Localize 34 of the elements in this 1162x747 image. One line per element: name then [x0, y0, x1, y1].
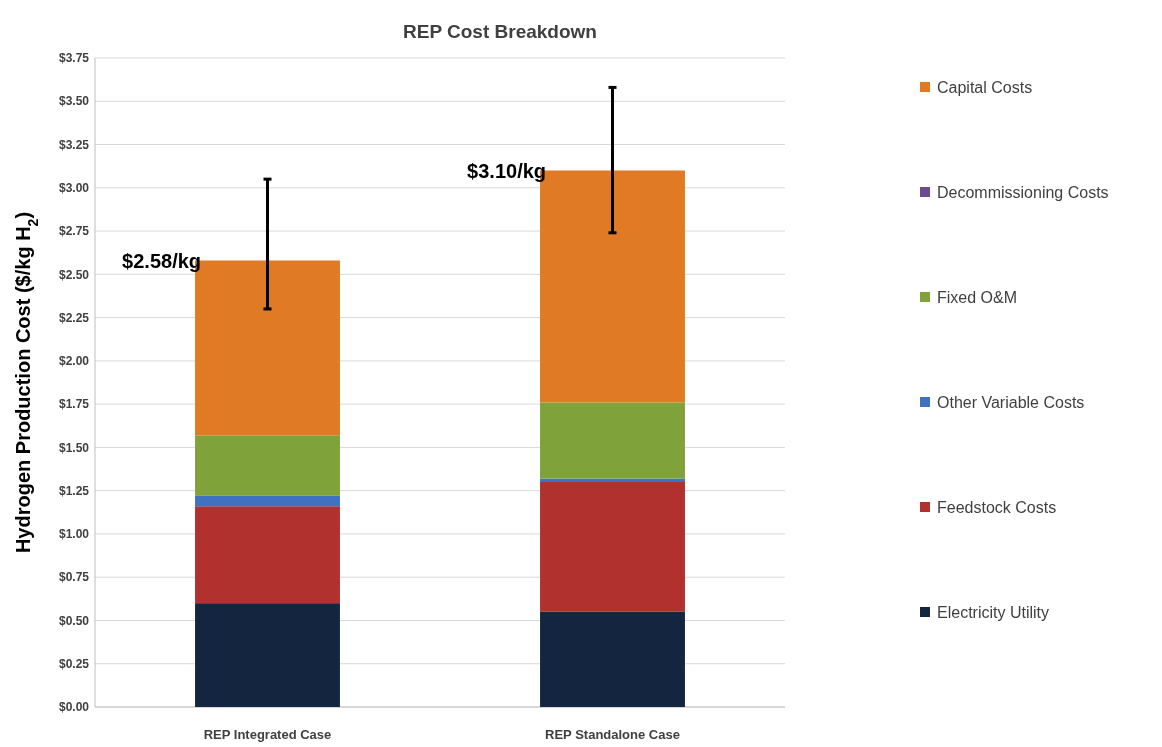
- y-tick-label: $3.75: [58, 51, 90, 66]
- y-tick-label: $2.50: [58, 267, 90, 282]
- total-label: $2.58/kg: [122, 250, 202, 273]
- y-tick-label: $1.75: [58, 397, 90, 412]
- bar: [195, 506, 340, 604]
- legend-label: Electricity Utility: [937, 603, 1050, 621]
- y-tick-label: $3.25: [58, 137, 90, 152]
- bar: [195, 495, 340, 507]
- bar: [540, 611, 685, 707]
- y-tick-label: $1.00: [58, 527, 90, 542]
- y-tick-label: $1.25: [58, 483, 90, 498]
- y-tick-label: $2.00: [58, 354, 90, 369]
- x-tick-label: REP Integrated Case: [203, 727, 332, 742]
- y-tick-label: $0.00: [58, 700, 90, 715]
- legend-label: Capital Costs: [937, 78, 1033, 96]
- y-tick-label: $0.50: [58, 613, 90, 628]
- bar: [195, 603, 340, 707]
- legend-label: Decommissioning Costs: [937, 183, 1109, 201]
- y-tick-label: $2.25: [58, 310, 90, 325]
- y-tick-label: $0.25: [58, 656, 90, 671]
- bar: [195, 435, 340, 496]
- y-tick-label: $1.50: [58, 440, 90, 455]
- y-tick-label: $3.50: [58, 94, 90, 109]
- legend-label: Fixed O&M: [937, 288, 1018, 306]
- chart-title: REP Cost Breakdown: [403, 21, 597, 42]
- legend-label: Feedstock Costs: [937, 498, 1057, 516]
- y-tick-label: $0.75: [58, 570, 90, 585]
- y-tick-label: $2.75: [58, 224, 90, 239]
- legend-label: Other Variable Costs: [937, 393, 1085, 411]
- bar: [540, 402, 685, 479]
- bar: [540, 482, 685, 612]
- x-tick-label: REP Standalone Case: [545, 727, 680, 742]
- y-tick-label: $3.00: [58, 181, 90, 195]
- total-label: $3.10/kg: [467, 160, 547, 183]
